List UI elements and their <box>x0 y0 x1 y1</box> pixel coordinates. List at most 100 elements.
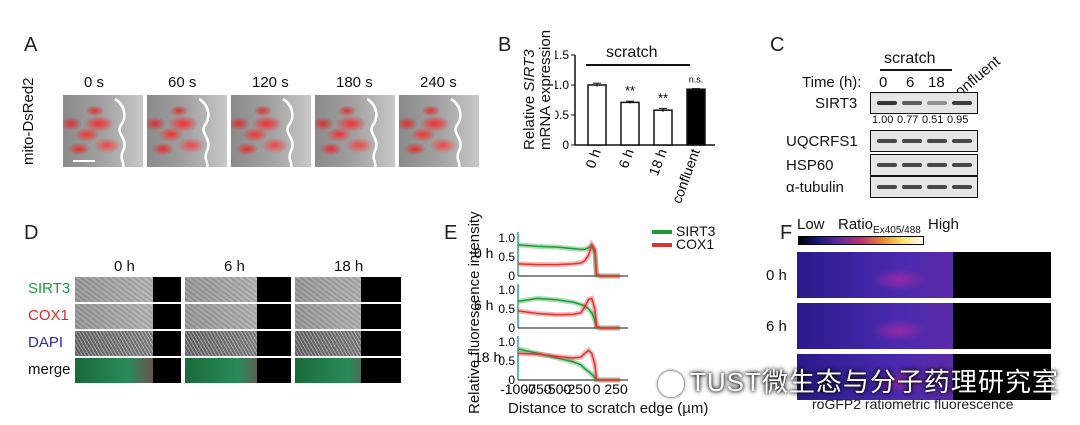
panel-f-row-0: 0 h <box>766 267 787 284</box>
panel-d-scratch-area <box>153 331 181 356</box>
scratch-edge-line <box>198 97 210 167</box>
e-band-cox1 <box>517 347 620 383</box>
panel-d-scratch-area <box>257 331 291 356</box>
e-xtick-label: -250 <box>563 381 591 397</box>
panel-a-image-3 <box>314 94 396 168</box>
e-ytick-label: 1.0 <box>498 283 515 297</box>
panel-d-image <box>184 357 292 384</box>
panel-b-ylabel-line2: mRNA expression <box>537 29 554 150</box>
panel-f-colorbar <box>798 236 924 245</box>
panel-c-row-label-0: SIRT3 <box>815 95 858 112</box>
e-ytick-label: 0.5 <box>498 250 515 264</box>
b-category-label: confluent <box>668 146 703 205</box>
panel-b-ylabel: Relative SIRT3 mRNA expression <box>521 29 554 150</box>
panel-c-band <box>877 185 897 189</box>
panel-f-caption: roGFP2 ratiometric fluorescence <box>812 396 1014 412</box>
panel-d-channel-0: SIRT3 <box>28 280 71 297</box>
panel-a-time-2: 120 s <box>252 74 289 91</box>
panel-a-time-1: 60 s <box>168 74 197 91</box>
panel-f-row-1: 6 h <box>766 318 787 335</box>
panel-d-image <box>74 330 182 357</box>
e-band-sirt3 <box>517 241 620 279</box>
e-ytick-label: 1.0 <box>498 335 515 349</box>
panel-c-quant-2: 0.51 <box>922 114 944 126</box>
panel-c-band <box>952 101 972 105</box>
panel-f-scratch-area <box>953 354 1051 400</box>
e-line-sirt3 <box>517 297 620 329</box>
panel-b-label: B <box>498 34 512 56</box>
panel-c-band <box>927 185 947 189</box>
e-xtick-label: 250 <box>604 381 628 397</box>
panel-c-quant-3: 0.95 <box>947 114 969 126</box>
panel-d-time-1: 6 h <box>224 258 245 275</box>
panel-d-image <box>184 330 292 357</box>
b-bar <box>653 109 673 146</box>
e-ytick-label: 0.5 <box>498 354 515 368</box>
panel-d-time-0: 0 h <box>114 258 135 275</box>
watermark-text: TUST微生态与分子药理研究室 <box>690 367 1059 397</box>
panel-f-scratch-area <box>953 252 1051 298</box>
panel-d-scratch-area <box>257 358 291 383</box>
watermark: TUST微生态与分子药理研究室 <box>658 362 1059 399</box>
panel-a-time-4: 240 s <box>420 74 457 91</box>
panel-d-image <box>74 357 182 384</box>
e-line-sirt3 <box>517 244 620 277</box>
e-legend-label-cox1: COX1 <box>676 236 715 252</box>
e-row-label: 6 h <box>474 297 493 313</box>
panel-d-scratch-area <box>153 277 181 302</box>
e-ytick-label: 0 <box>508 321 515 335</box>
panel-a-label: A <box>24 34 38 56</box>
e-ytick-label: 1.0 <box>498 231 515 245</box>
panel-d-time-2: 18 h <box>334 258 364 275</box>
b-category-label: 0 h <box>582 147 604 171</box>
panel-c-band <box>902 139 922 143</box>
panel-d-scratch-area <box>361 277 401 302</box>
panel-c-blot-row-0 <box>870 92 978 114</box>
scratch-edge-line <box>366 97 378 167</box>
panel-c-band <box>927 101 947 105</box>
e-row-label: 18 h <box>474 349 501 365</box>
panel-f-low: Low <box>797 216 825 233</box>
panel-d-image <box>294 357 402 384</box>
panel-d-scratch-area <box>361 331 401 356</box>
panel-d-scratch-area <box>361 358 401 383</box>
panel-c-blot-row-2 <box>870 154 978 176</box>
panel-c-band <box>877 139 897 143</box>
panel-f-ratio-sub: Ex405/488 <box>873 225 921 236</box>
panel-d-channel-1: COX1 <box>28 307 69 324</box>
panel-d-scratch-area <box>257 277 291 302</box>
b-significance: n.s. <box>689 75 704 85</box>
panel-f-image-2 <box>796 353 1052 401</box>
panel-c-band <box>902 185 922 189</box>
panel-f-image-1 <box>796 302 1052 350</box>
panel-b-chart: 0 0.5 1.0 1.5 0 h ** 6 h ** 18 h n.s. confluent <box>555 48 715 205</box>
panel-a-image-4 <box>398 94 480 168</box>
panel-a-image-2 <box>230 94 312 168</box>
b-bar <box>686 88 706 146</box>
e-ytick-label: 0 <box>508 373 515 387</box>
b-significance: ** <box>658 90 668 105</box>
e-line-cox1 <box>517 297 620 329</box>
b-bar <box>587 84 607 146</box>
b-category-label: 6 h <box>615 147 637 171</box>
panel-d-image <box>74 303 182 330</box>
panel-c-row-label-2: HSP60 <box>786 157 834 174</box>
panel-c-band <box>902 163 922 167</box>
scratch-edge-line <box>282 97 294 167</box>
panel-c-blot-row-1 <box>870 130 978 152</box>
panel-d-image <box>184 276 292 303</box>
e-row-label: 0 h <box>474 245 493 261</box>
panel-d-channel-2: DAPI <box>28 334 64 351</box>
panel-d-label: D <box>24 222 39 244</box>
panel-b-group-line <box>586 64 690 66</box>
panel-f-label: F <box>780 222 793 244</box>
panel-c-row-label-1: UQCRFS1 <box>786 133 858 150</box>
panel-d-image <box>184 303 292 330</box>
e-xtick-label: 0 <box>593 381 601 397</box>
panel-a-image-0 <box>62 94 144 168</box>
panel-a-time-3: 180 s <box>336 74 373 91</box>
e-legend-swatch-cox1 <box>652 243 672 247</box>
panel-d-image <box>294 330 402 357</box>
e-xtick-label: -1000 <box>500 381 536 397</box>
panel-c-band <box>952 163 972 167</box>
